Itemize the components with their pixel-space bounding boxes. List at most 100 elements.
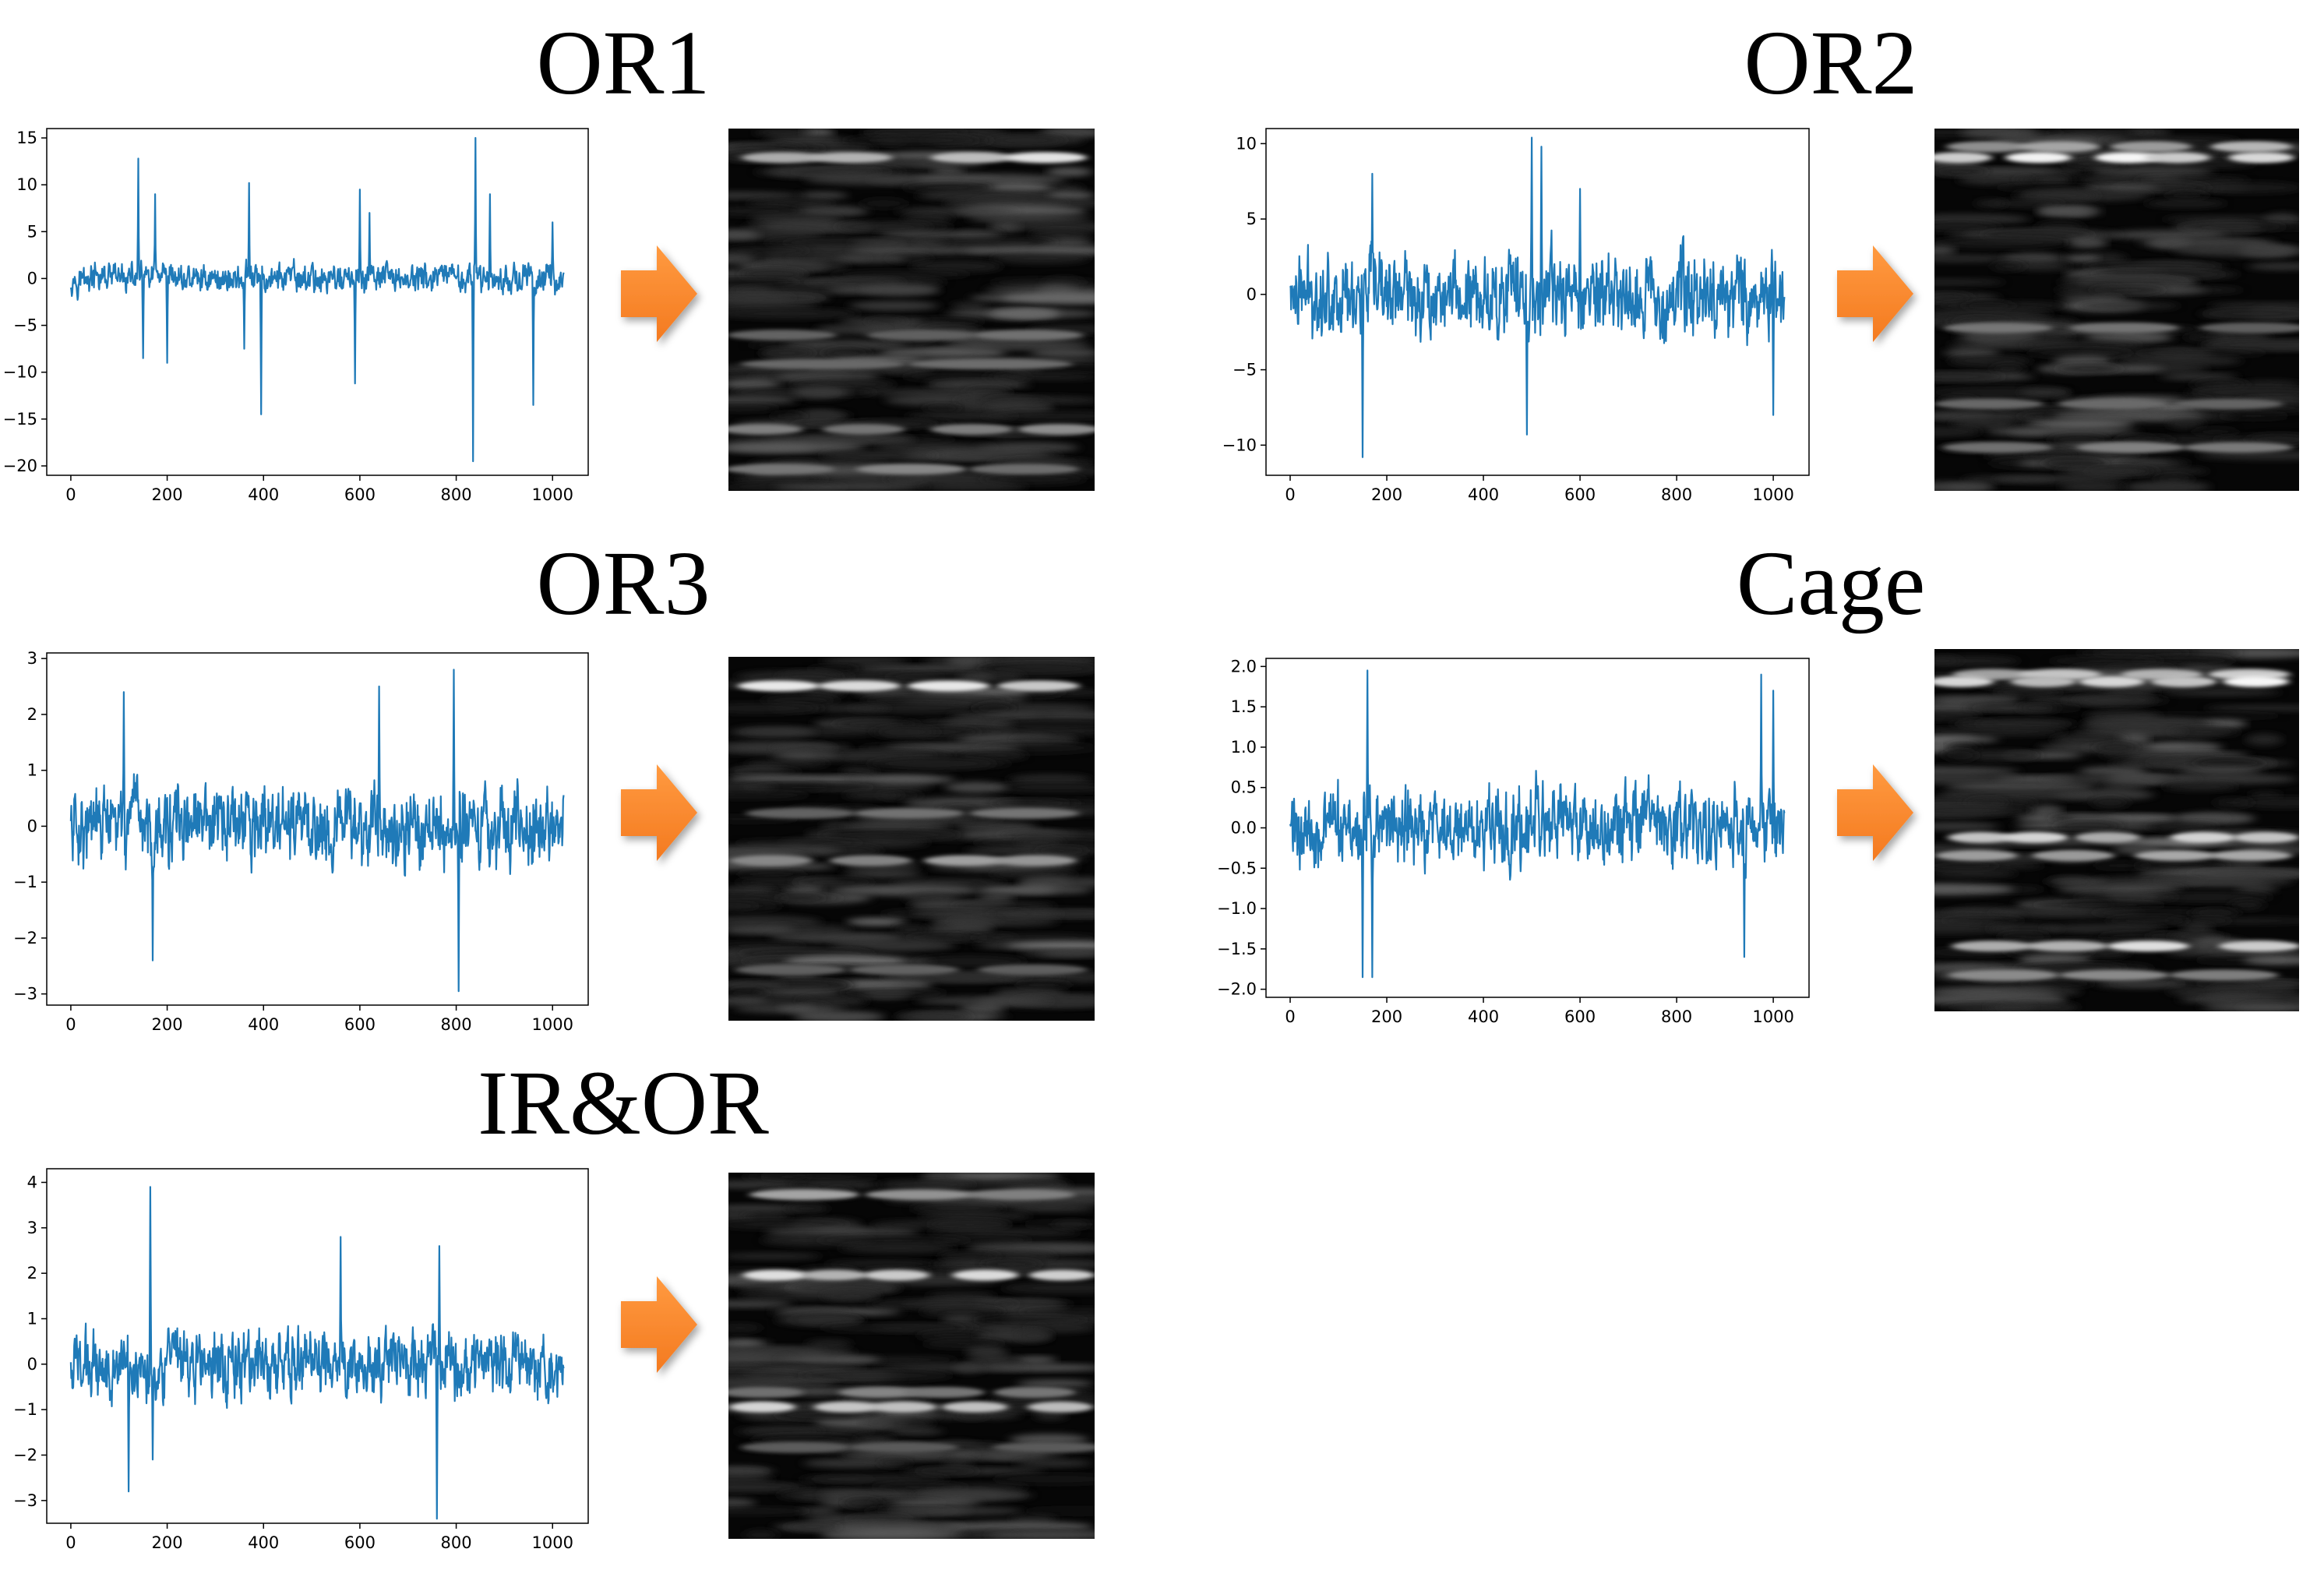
heatmap-streak	[920, 1307, 1004, 1318]
heatmap-band	[740, 358, 905, 370]
heatmap-streak	[2079, 766, 2146, 776]
heatmap-streak	[902, 213, 952, 224]
y-tick-label: 0	[27, 269, 37, 288]
arrow-icon	[1837, 764, 1913, 861]
heatmap-band	[2032, 850, 2114, 862]
heatmap-streak	[1934, 870, 2016, 877]
heatmap-streak	[730, 726, 816, 738]
heatmap-streak	[980, 1259, 1042, 1269]
heatmap-streak	[890, 1499, 980, 1508]
heatmap-streak	[2020, 979, 2096, 988]
heatmap-streak	[2213, 798, 2254, 808]
heatmap-streak	[954, 1410, 989, 1420]
heatmap-streak	[1021, 877, 1095, 887]
heatmap-streak	[1012, 995, 1095, 1007]
panel-or2: OR2 10 5 0 −5 −10 0 200 400 600 800 1000	[1222, 12, 2299, 504]
heatmap-streak	[2157, 876, 2293, 887]
heatmap-streak	[991, 1473, 1095, 1485]
heatmap-streak	[774, 894, 827, 902]
x-tick-label: 200	[152, 1015, 183, 1034]
heatmap-streak	[994, 1300, 1074, 1308]
heatmap-streak	[952, 302, 988, 310]
heatmap-streak	[728, 942, 806, 949]
heatmap-streak	[807, 277, 905, 287]
heatmap-streak	[1934, 727, 2068, 736]
heatmap-streak	[979, 893, 1015, 904]
heatmap-streak	[2114, 459, 2189, 467]
heatmap-streak	[1040, 950, 1095, 957]
heatmap-streak	[957, 750, 1028, 761]
y-tick-label: 1.5	[1231, 697, 1257, 716]
heatmap-band	[1948, 969, 2058, 981]
heatmap-streak	[954, 1324, 1044, 1332]
heatmap-band	[849, 964, 960, 976]
heatmap-streak	[1008, 774, 1091, 785]
panel-iror: IR&OR 4 3 2 1 0 −1 −2 −3 0 200 400 600 800 1000	[13, 1052, 1095, 1552]
heatmap-band	[1018, 423, 1095, 435]
heatmap-streak	[895, 1011, 972, 1021]
heatmap-streak	[2131, 654, 2236, 667]
heatmap-streak	[967, 729, 1095, 736]
heatmap-streak	[2193, 908, 2237, 917]
heatmap-band	[742, 1269, 809, 1281]
heatmap-streak	[1016, 837, 1063, 849]
heatmap-streak	[1945, 783, 2095, 791]
y-tick-label: 1	[27, 1310, 37, 1328]
heatmap-streak	[728, 191, 800, 199]
x-tick-label: 1000	[532, 485, 573, 504]
heatmap-streak	[910, 259, 1002, 273]
heatmap-streak	[1934, 773, 2018, 785]
heatmap-streak	[728, 1339, 762, 1349]
heatmap-streak	[905, 933, 988, 942]
heatmap-streak	[846, 1515, 912, 1522]
heatmap-streak	[938, 1251, 1000, 1261]
heatmap-streak	[757, 255, 801, 263]
x-tick-label: 200	[1371, 1007, 1402, 1026]
heatmap-streak	[989, 221, 1022, 233]
heatmap-streak	[2057, 884, 2178, 895]
heatmap-streak	[793, 1011, 885, 1021]
heatmap-streak	[764, 436, 915, 443]
heatmap-streak	[1941, 916, 2026, 925]
heatmap-streak	[728, 892, 788, 904]
heatmap-streak	[759, 989, 842, 997]
heatmap-streak	[957, 672, 994, 682]
x-tick-label: 600	[344, 1015, 376, 1034]
heatmap-streak	[851, 246, 991, 255]
heatmap-streak	[797, 1370, 954, 1381]
heatmap-streak	[1934, 655, 2020, 666]
heatmap-streak	[800, 1475, 950, 1484]
heatmap-streak	[2058, 467, 2146, 476]
heatmap-streak	[977, 442, 1078, 453]
y-tick-label: −3	[13, 1491, 37, 1510]
heatmap-streak	[951, 1452, 1066, 1459]
heatmap-streak	[2026, 348, 2135, 358]
heatmap-streak	[990, 870, 1077, 879]
heatmap-streak	[1934, 411, 2047, 421]
heatmap-streak	[1968, 332, 2005, 343]
heatmap-streak	[1009, 1434, 1088, 1445]
heatmap-streak	[778, 752, 839, 759]
heatmap-streak	[840, 988, 947, 998]
heatmap-streak	[824, 1260, 938, 1268]
heatmap-streak	[798, 1507, 839, 1515]
heatmap-streak	[1934, 167, 1988, 177]
heatmap-streak	[734, 838, 864, 847]
heatmap-band	[942, 1401, 1008, 1413]
y-tick-label: 5	[27, 222, 37, 241]
heatmap-streak	[1934, 883, 2015, 895]
heatmap-band	[2069, 322, 2180, 333]
y-tick-label: 4	[27, 1173, 37, 1192]
heatmap-streak	[2112, 182, 2211, 194]
heatmap-streak	[2207, 985, 2257, 998]
heatmap-streak	[2199, 994, 2299, 1005]
heatmap-band	[728, 330, 837, 341]
heatmap-band	[969, 464, 1080, 475]
heatmap-streak	[728, 252, 758, 265]
heatmap-streak	[989, 718, 1095, 730]
heatmap-streak	[1934, 427, 1981, 437]
heatmap-streak	[771, 932, 900, 943]
heatmap-streak	[979, 473, 1087, 485]
heatmap-streak	[2040, 457, 2109, 470]
heatmap-streak	[1938, 789, 2089, 801]
